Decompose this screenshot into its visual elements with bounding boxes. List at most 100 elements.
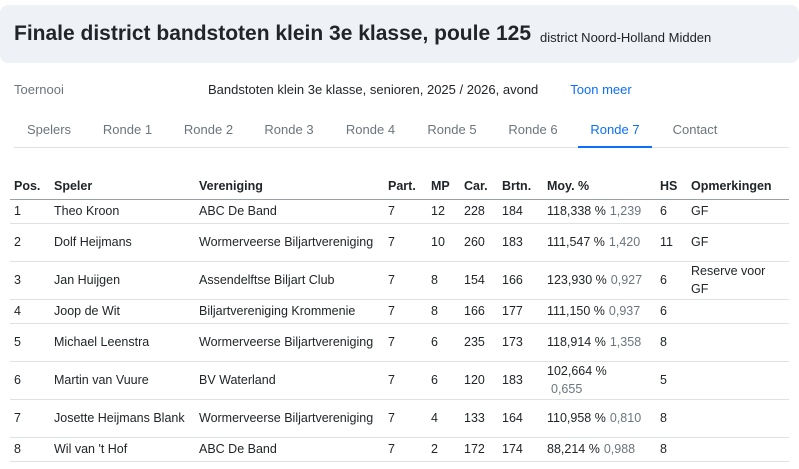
- tab-ronde-5[interactable]: Ronde 5: [427, 122, 477, 137]
- cell-opmerkingen: [687, 399, 789, 438]
- table-row: 4 Joop de Wit Biljartvereniging Krommeni…: [10, 299, 789, 324]
- cell-brtn: 166: [498, 261, 543, 300]
- cell-part: 7: [384, 223, 427, 262]
- standings-table: Pos. Speler Vereniging Part. MP Car. Brt…: [10, 173, 789, 462]
- moy-average: 1,239: [609, 204, 642, 218]
- cell-speler[interactable]: Jan Huijgen: [50, 261, 195, 300]
- moy-percentage: 88,214 %: [547, 442, 600, 456]
- cell-brtn: 173: [498, 323, 543, 362]
- cell-pos: 6: [10, 361, 50, 400]
- cell-mp: 8: [427, 299, 460, 324]
- tournament-value: Bandstoten klein 3e klasse, senioren, 20…: [208, 81, 539, 97]
- cell-car: 172: [460, 437, 498, 462]
- page-header: Finale district bandstoten klein 3e klas…: [0, 5, 799, 63]
- cell-hs: 8: [656, 399, 687, 438]
- col-header-speler[interactable]: Speler: [50, 173, 195, 200]
- col-header-hs[interactable]: HS: [656, 173, 687, 200]
- cell-opmerkingen: [687, 299, 789, 324]
- cell-moy: 111,150 % 0,937: [543, 299, 656, 324]
- cell-vereniging[interactable]: BV Waterland: [195, 361, 384, 400]
- moy-percentage: 111,150 %: [547, 304, 605, 318]
- cell-brtn: 183: [498, 223, 543, 262]
- moy-average: 1,358: [609, 335, 642, 349]
- table-row: 2 Dolf Heijmans Wormerveerse Biljartvere…: [10, 223, 789, 262]
- cell-vereniging[interactable]: Wormerveerse Biljartvereniging: [195, 323, 384, 362]
- tab-spelers[interactable]: Spelers: [26, 122, 72, 137]
- moy-percentage: 110,958 %: [547, 411, 606, 425]
- moy-percentage: 111,547 %: [547, 235, 605, 249]
- cell-brtn: 174: [498, 437, 543, 462]
- show-more-link[interactable]: Toon meer: [570, 81, 632, 97]
- cell-hs: 8: [656, 323, 687, 362]
- cell-car: 133: [460, 399, 498, 438]
- table-row: 6 Martin van Vuure BV Waterland 7 6 120 …: [10, 361, 789, 400]
- cell-car: 120: [460, 361, 498, 400]
- cell-vereniging[interactable]: Wormerveerse Biljartvereniging: [195, 223, 384, 262]
- cell-speler[interactable]: Joop de Wit: [50, 299, 195, 324]
- cell-pos: 1: [10, 199, 50, 224]
- cell-hs: 6: [656, 199, 687, 224]
- cell-moy: 110,958 % 0,810: [543, 399, 656, 438]
- cell-opmerkingen: GF: [687, 223, 789, 262]
- tab-contact[interactable]: Contact: [672, 122, 718, 137]
- cell-mp: 6: [427, 361, 460, 400]
- tab-ronde-7[interactable]: Ronde 7: [578, 114, 652, 148]
- col-header-mp[interactable]: MP: [427, 173, 460, 200]
- tournament-row: Toernooi Bandstoten klein 3e klasse, sen…: [14, 80, 799, 98]
- cell-moy: 111,547 % 1,420: [543, 223, 656, 262]
- cell-car: 166: [460, 299, 498, 324]
- cell-opmerkingen: GF: [687, 199, 789, 224]
- moy-percentage: 118,338 %: [547, 204, 606, 218]
- tournament-label: Toernooi: [14, 81, 64, 97]
- page-title: Finale district bandstoten klein 3e klas…: [14, 22, 532, 45]
- cell-opmerkingen: [687, 361, 789, 400]
- cell-speler[interactable]: Theo Kroon: [50, 199, 195, 224]
- col-header-car[interactable]: Car.: [460, 173, 498, 200]
- tab-ronde-4[interactable]: Ronde 4: [345, 122, 396, 137]
- cell-speler[interactable]: Wil van 't Hof: [50, 437, 195, 462]
- moy-percentage: 123,930 %: [547, 273, 607, 287]
- col-header-pos[interactable]: Pos.: [10, 173, 50, 200]
- cell-pos: 3: [10, 261, 50, 300]
- cell-hs: 8: [656, 437, 687, 462]
- cell-brtn: 177: [498, 299, 543, 324]
- cell-hs: 6: [656, 299, 687, 324]
- table-row: 3 Jan Huijgen Assendelftse Biljart Club …: [10, 261, 789, 300]
- tab-ronde-6[interactable]: Ronde 6: [508, 122, 558, 137]
- cell-mp: 8: [427, 261, 460, 300]
- cell-speler[interactable]: Martin van Vuure: [50, 361, 195, 400]
- cell-moy: 123,930 % 0,927: [543, 261, 656, 300]
- cell-vereniging[interactable]: Wormerveerse Biljartvereniging: [195, 399, 384, 438]
- tab-ronde-3[interactable]: Ronde 3: [264, 122, 314, 137]
- cell-mp: 6: [427, 323, 460, 362]
- cell-speler[interactable]: Michael Leenstra: [50, 323, 195, 362]
- cell-brtn: 183: [498, 361, 543, 400]
- tab-ronde-2[interactable]: Ronde 2: [183, 122, 234, 137]
- cell-car: 260: [460, 223, 498, 262]
- tab-ronde-1[interactable]: Ronde 1: [102, 122, 153, 137]
- col-header-opmerkingen[interactable]: Opmerkingen: [687, 173, 789, 200]
- col-header-moy[interactable]: Moy. %: [543, 173, 656, 200]
- col-header-vereniging[interactable]: Vereniging: [195, 173, 384, 200]
- moy-average: 1,420: [608, 235, 641, 249]
- tab-bar: Spelers Ronde 1 Ronde 2 Ronde 3 Ronde 4 …: [14, 114, 789, 148]
- col-header-brtn[interactable]: Brtn.: [498, 173, 543, 200]
- cell-car: 228: [460, 199, 498, 224]
- cell-part: 7: [384, 323, 427, 362]
- cell-vereniging[interactable]: Biljartvereniging Krommenie: [195, 299, 384, 324]
- cell-car: 154: [460, 261, 498, 300]
- cell-pos: 2: [10, 223, 50, 262]
- cell-speler[interactable]: Dolf Heijmans: [50, 223, 195, 262]
- cell-hs: 6: [656, 261, 687, 300]
- cell-vereniging[interactable]: Assendelftse Biljart Club: [195, 261, 384, 300]
- table-row: 1 Theo Kroon ABC De Band 7 12 228 184 11…: [10, 199, 789, 224]
- table-header-row: Pos. Speler Vereniging Part. MP Car. Brt…: [10, 173, 789, 200]
- col-header-part[interactable]: Part.: [384, 173, 427, 200]
- cell-mp: 10: [427, 223, 460, 262]
- cell-part: 7: [384, 437, 427, 462]
- cell-speler[interactable]: Josette Heijmans Blank: [50, 399, 195, 438]
- cell-car: 235: [460, 323, 498, 362]
- cell-vereniging[interactable]: ABC De Band: [195, 199, 384, 224]
- cell-hs: 11: [656, 223, 687, 262]
- cell-vereniging[interactable]: ABC De Band: [195, 437, 384, 462]
